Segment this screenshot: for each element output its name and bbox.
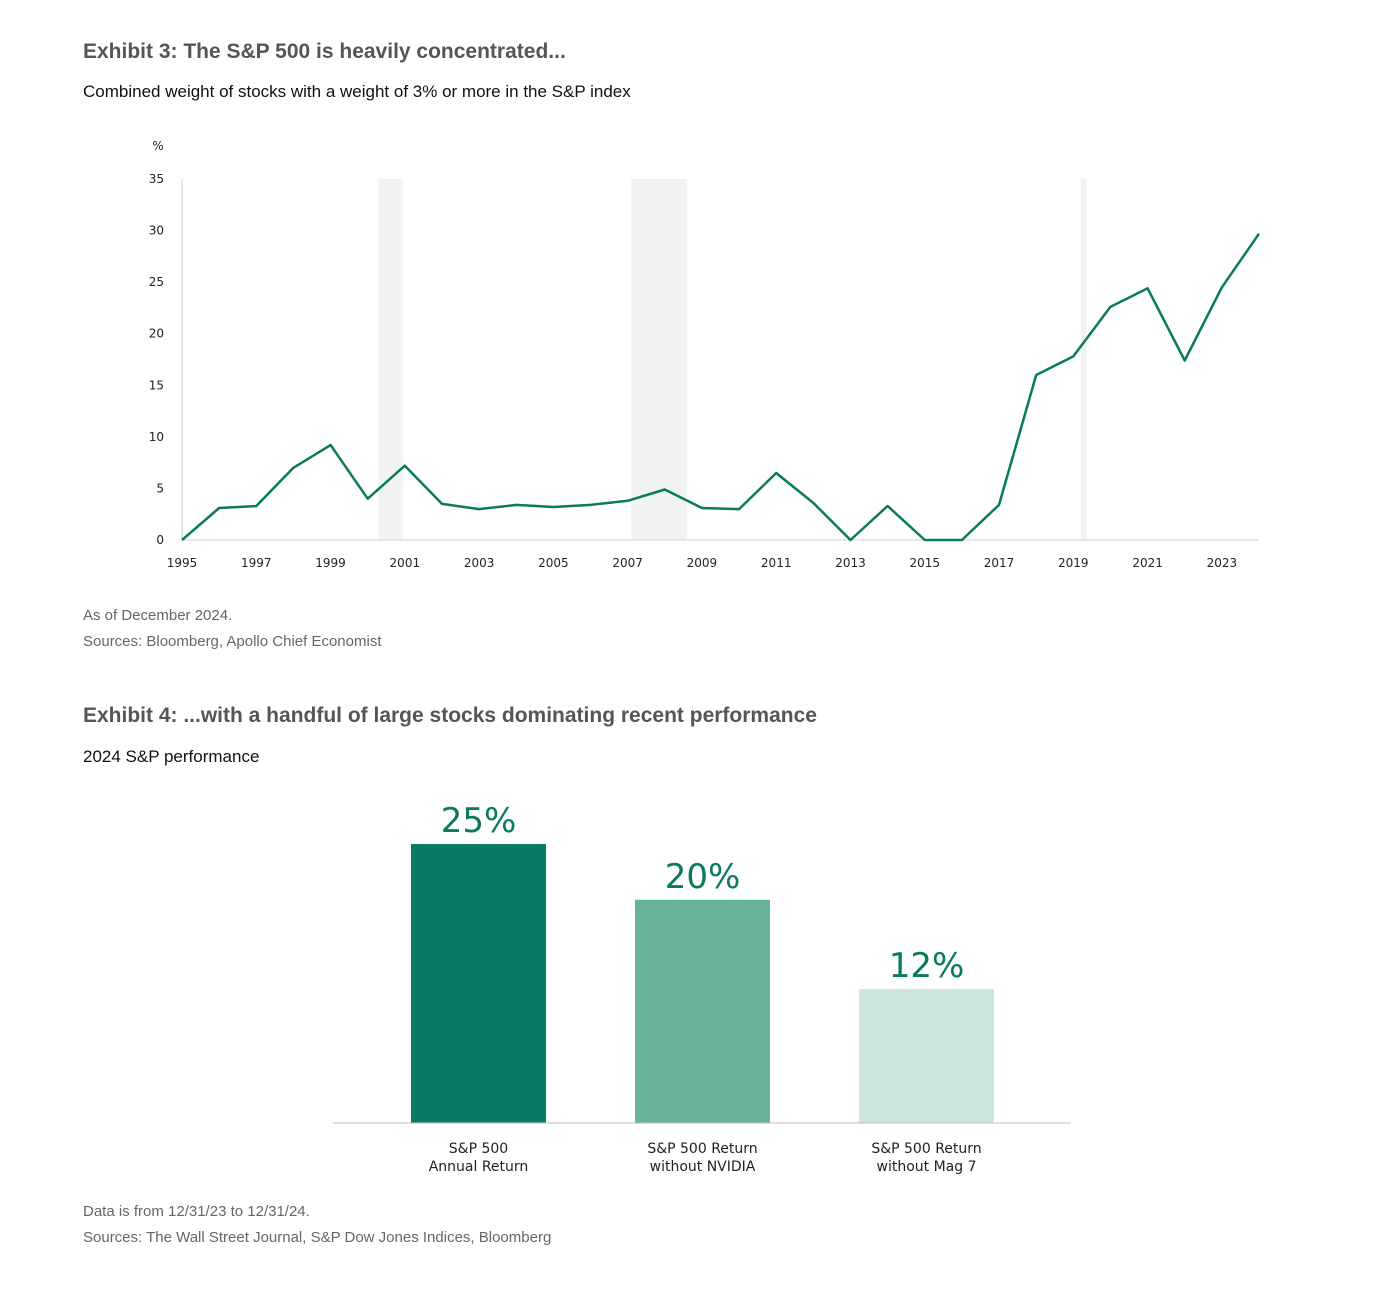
x-tick-label: 1997 [241, 556, 272, 570]
x-tick-label: 2001 [390, 556, 421, 570]
bar-value-label: 20% [665, 857, 741, 897]
y-axis-unit-label: % [152, 139, 163, 153]
x-tick-label: 2021 [1132, 556, 1163, 570]
exhibit3-title: Exhibit 3: The S&P 500 is heavily concen… [83, 40, 566, 63]
exhibit3-date-note: As of December 2024. [83, 607, 233, 624]
x-tick-label: 2017 [984, 556, 1015, 570]
y-tick-label: 0 [156, 533, 164, 547]
y-tick-label: 35 [149, 172, 164, 186]
shaded-period-1 [631, 179, 688, 540]
y-tick-label: 15 [149, 378, 164, 392]
exhibit3-line-chart: % 0 5 10 15 20 25 30 35 1995 1997 1999 2001 2003 2005 2… [149, 139, 1261, 570]
bar-value-label: 25% [441, 801, 517, 841]
exhibit3-sources: Sources: Bloomberg, Apollo Chief Economi… [83, 633, 382, 650]
category-label: S&P 500 Return [871, 1141, 981, 1157]
category-label: without Mag 7 [877, 1159, 977, 1175]
exhibit4-bar-chart: 25% S&P 500 Annual Return 20% S&P 500 Return… [333, 801, 1071, 1175]
y-tick-label: 20 [149, 327, 164, 341]
shaded-period-0 [378, 179, 403, 540]
category-label: S&P 500 [449, 1141, 508, 1157]
exhibit4-subtitle: 2024 S&P performance [83, 747, 260, 766]
exhibit4-title: Exhibit 4: ...with a handful of large st… [83, 704, 817, 727]
y-tick-label: 25 [149, 275, 164, 289]
category-label: Annual Return [429, 1159, 529, 1175]
x-tick-label: 1999 [315, 556, 346, 570]
x-tick-label: 1995 [167, 556, 198, 570]
bar [859, 989, 994, 1123]
exhibit4-sources: Sources: The Wall Street Journal, S&P Do… [83, 1229, 552, 1246]
x-tick-label: 2023 [1207, 556, 1238, 570]
x-tick-label: 2009 [687, 556, 718, 570]
shaded-period-2 [1080, 179, 1087, 540]
y-tick-label: 30 [149, 224, 164, 238]
bar [635, 899, 770, 1123]
category-label: S&P 500 Return [647, 1141, 757, 1157]
exhibit3-subtitle: Combined weight of stocks with a weight … [83, 82, 631, 101]
category-label: without NVIDIA [650, 1159, 756, 1175]
x-tick-label: 2013 [835, 556, 866, 570]
x-tick-label: 2005 [538, 556, 569, 570]
y-tick-label: 10 [149, 430, 164, 444]
x-tick-label: 2019 [1058, 556, 1089, 570]
x-tick-label: 2011 [761, 556, 792, 570]
bar [411, 844, 546, 1123]
exhibit4-date-note: Data is from 12/31/23 to 12/31/24. [83, 1203, 310, 1220]
x-tick-label: 2007 [612, 556, 643, 570]
x-tick-label: 2003 [464, 556, 495, 570]
x-tick-label: 2015 [909, 556, 940, 570]
bar-value-label: 12% [889, 946, 965, 986]
y-tick-label: 5 [156, 481, 164, 495]
series-line-0 [181, 232, 1261, 542]
